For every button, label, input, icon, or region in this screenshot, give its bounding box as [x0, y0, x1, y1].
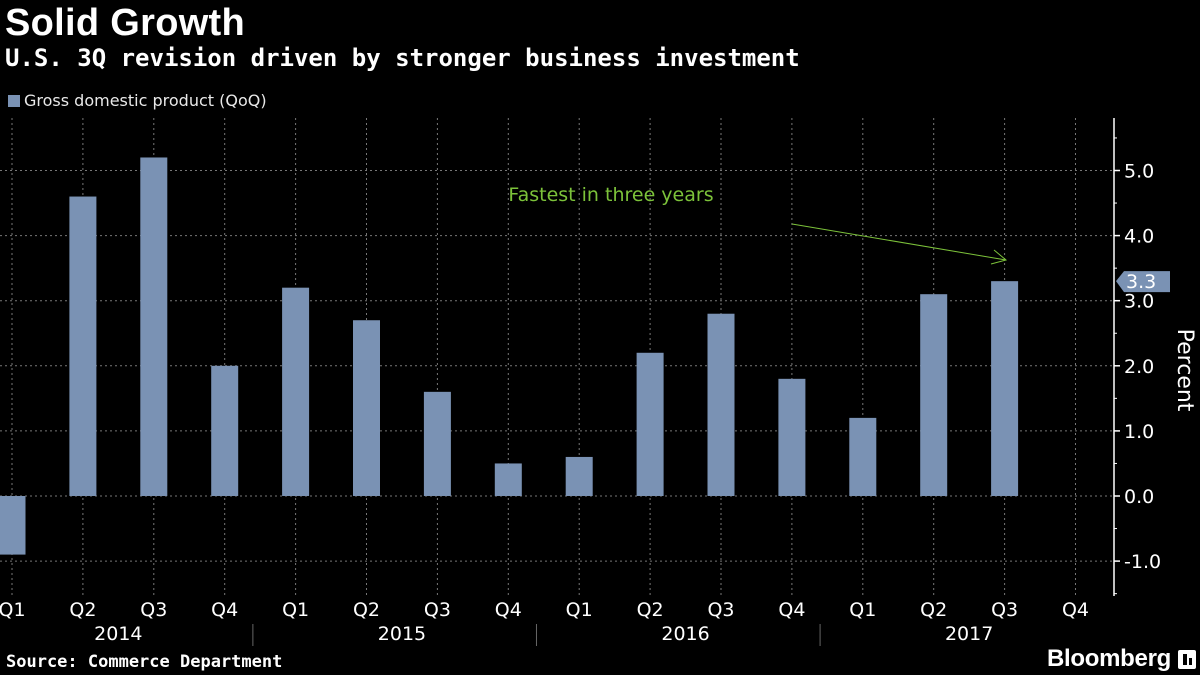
bar — [494, 463, 522, 496]
last-value-tag — [1116, 271, 1170, 293]
bar — [636, 352, 664, 496]
grid-layer — [0, 118, 1114, 596]
x-tick-label: Q2 — [69, 599, 96, 621]
bar — [707, 313, 735, 496]
brand-logo: Bloomberg — [1047, 645, 1171, 672]
annotation-text: Fastest in three years — [508, 184, 713, 206]
x-tick-label: Q3 — [140, 599, 167, 621]
bar — [849, 417, 877, 496]
bar — [211, 365, 239, 496]
annotation-arrowhead — [990, 249, 1008, 265]
year-label: 2017 — [945, 623, 993, 645]
x-tick-label: Q4 — [778, 599, 805, 621]
last-value-label: 3.3 — [1126, 271, 1156, 293]
x-tick-label: Q4 — [1062, 599, 1089, 621]
y-tick-label: -1.0 — [1124, 551, 1161, 573]
y-tick-label: 5.0 — [1124, 161, 1154, 183]
x-tick-label: Q3 — [424, 599, 451, 621]
source-note: Source: Commerce Department — [6, 652, 283, 672]
legend: Gross domestic product (QoQ) — [8, 91, 267, 110]
y-tick-label: 4.0 — [1124, 226, 1154, 248]
y-axis-label: Percent — [1172, 329, 1197, 412]
x-tick-label: Q2 — [920, 599, 947, 621]
x-tick-label: Q1 — [282, 599, 309, 621]
bar — [991, 281, 1019, 496]
year-label: 2015 — [378, 623, 426, 645]
bar — [778, 378, 806, 496]
y-tick-label: 0.0 — [1124, 486, 1154, 508]
bar — [140, 157, 168, 497]
bar — [282, 287, 310, 496]
y-tick-label: 2.0 — [1124, 356, 1154, 378]
x-tick-label: Q1 — [0, 599, 26, 621]
chart-title: Solid Growth — [5, 2, 246, 44]
bar — [920, 294, 948, 496]
y-tick-label: 1.0 — [1124, 421, 1154, 443]
annotation-arrow-line — [791, 223, 1007, 261]
x-tick-label: Q4 — [495, 599, 522, 621]
bar — [0, 496, 26, 555]
legend-label: Gross domestic product (QoQ) — [24, 91, 267, 110]
x-tick-label: Q2 — [637, 599, 664, 621]
chart-subtitle: U.S. 3Q revision driven by stronger busi… — [5, 44, 800, 72]
x-tick-label: Q1 — [566, 599, 593, 621]
year-label: 2016 — [661, 623, 709, 645]
y-tick-label: 3.0 — [1124, 291, 1154, 313]
bar — [565, 456, 593, 496]
bar-layer — [0, 157, 1019, 555]
annotation-layer: Fastest in three years — [508, 184, 1008, 265]
year-label: 2014 — [94, 623, 142, 645]
x-tick-label: Q3 — [991, 599, 1018, 621]
x-tick-label: Q1 — [849, 599, 876, 621]
x-tick-label: Q4 — [211, 599, 238, 621]
bloomberg-terminal-icon — [1178, 650, 1196, 669]
x-tick-label: Q3 — [707, 599, 734, 621]
legend-swatch — [8, 94, 20, 107]
axis-layer: -1.0 0.0 1.0 2.0 3.0 4.0 5.0 Percent 3.3 Q1 Q2 Q3 Q4… — [0, 118, 1197, 646]
x-tick-label: Q2 — [353, 599, 380, 621]
bar — [353, 320, 380, 496]
bar — [69, 196, 97, 497]
bar — [423, 391, 451, 496]
